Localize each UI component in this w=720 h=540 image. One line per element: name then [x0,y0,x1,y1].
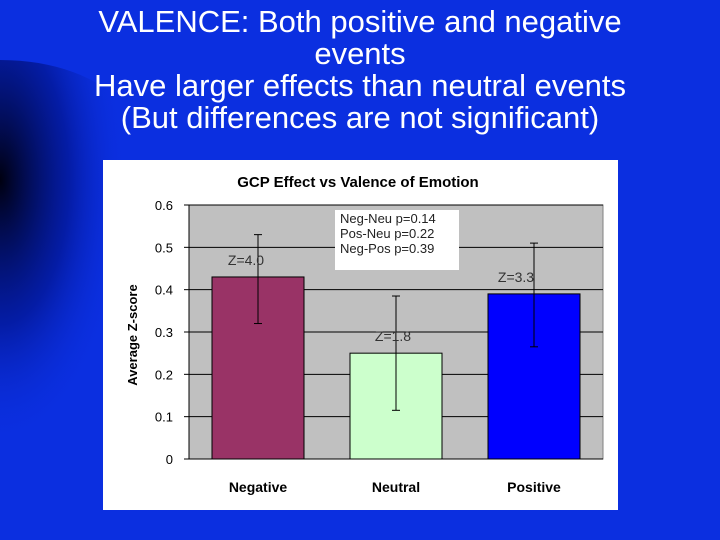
annotation-line: Neg-Neu p=0.14 [340,211,436,226]
y-tick-label: 0.6 [155,198,173,213]
slide-title: VALENCE: Both positive and negative even… [0,6,720,134]
annotation-line: Neg-Pos p=0.39 [340,241,435,256]
y-axis-label: Average Z-score [125,284,140,385]
y-tick-label: 0 [166,452,173,467]
data-label: Z=4.0 [228,252,264,268]
p-value-annotation: Neg-Neu p=0.14 Pos-Neu p=0.22 Neg-Pos p=… [335,210,459,270]
title-line-3: Have larger effects than neutral events [94,68,626,103]
title-line-2: events [314,36,406,71]
title-line-1: VALENCE: Both positive and negative [98,4,622,39]
y-tick-label: 0.2 [155,367,173,382]
y-tick-label: 0.5 [155,240,173,255]
chart-frame: GCP Effect vs Valence of Emotion Average… [103,160,618,510]
y-tick-label: 0.4 [155,283,173,298]
x-tick-label: Positive [507,479,561,495]
title-line-4: (But differences are not significant) [120,100,600,135]
data-label: Z=3.3 [498,269,534,285]
annotation-line: Pos-Neu p=0.22 [340,226,435,241]
data-label: Z=1.8 [375,328,411,344]
x-tick-label: Negative [229,479,288,495]
chart-title: GCP Effect vs Valence of Emotion [237,174,478,191]
y-tick-label: 0.1 [155,410,173,425]
y-tick-label: 0.3 [155,325,173,340]
x-tick-label: Neutral [372,479,420,495]
